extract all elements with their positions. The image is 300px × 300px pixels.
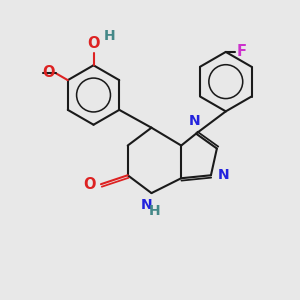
Text: F: F <box>237 44 247 59</box>
Text: H: H <box>104 29 116 43</box>
Text: H: H <box>148 204 160 218</box>
Text: N: N <box>141 198 153 212</box>
Text: O: O <box>42 65 55 80</box>
Text: N: N <box>218 168 229 182</box>
Text: O: O <box>87 36 100 51</box>
Text: O: O <box>83 177 96 192</box>
Text: N: N <box>189 114 200 128</box>
